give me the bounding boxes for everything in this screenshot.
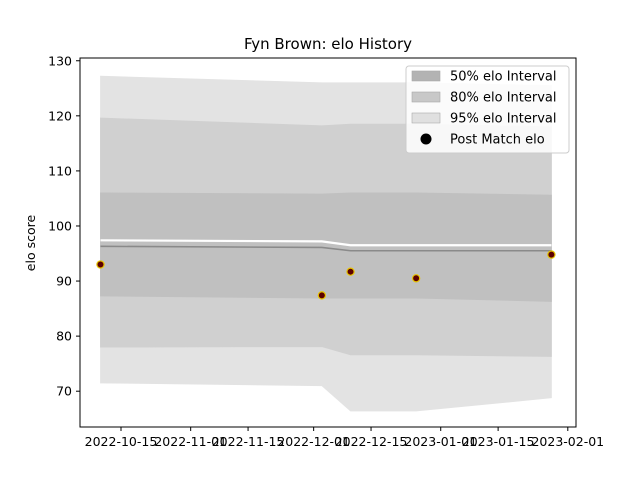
chart-title: Fyn Brown: elo History bbox=[244, 35, 412, 53]
x-tick-label: 2022-11-15 bbox=[212, 434, 285, 449]
mean-line bbox=[100, 245, 552, 252]
mean-lines bbox=[100, 239, 552, 252]
x-tick-label: 2022-11-01 bbox=[154, 434, 227, 449]
y-tick-label: 90 bbox=[56, 274, 72, 289]
post-match-points bbox=[96, 250, 556, 300]
data-point bbox=[547, 250, 556, 259]
x-tick-label: 2023-02-01 bbox=[531, 434, 604, 449]
y-tick-label: 80 bbox=[56, 329, 72, 344]
legend-label: Post Match elo bbox=[450, 133, 545, 148]
x-axis: 2022-10-152022-11-012022-11-152022-12-01… bbox=[85, 427, 604, 449]
data-point bbox=[96, 260, 105, 269]
legend: 50% elo Interval 80% elo Interval 95% elo … bbox=[405, 65, 570, 154]
y-tick-label: 120 bbox=[48, 108, 72, 123]
x-tick-label: 2023-01-01 bbox=[404, 434, 477, 449]
legend-box bbox=[405, 65, 570, 154]
data-point bbox=[411, 274, 421, 283]
x-tick-label: 2022-12-15 bbox=[335, 434, 408, 449]
data-point bbox=[346, 267, 355, 276]
x-tick-label: 2022-10-15 bbox=[85, 434, 158, 449]
legend-swatch bbox=[411, 70, 441, 82]
y-tick-label: 70 bbox=[56, 384, 72, 399]
data-point bbox=[317, 291, 327, 300]
y-axis-label: elo score bbox=[23, 215, 38, 272]
y-tick-label: 110 bbox=[48, 163, 72, 178]
axes-frame bbox=[79, 57, 577, 428]
legend-swatch bbox=[411, 112, 441, 124]
y-axis: 70 80 90 100 110 120 130 bbox=[48, 53, 80, 399]
legend-swatch bbox=[411, 91, 441, 103]
y-tick-label: 130 bbox=[48, 53, 72, 68]
y-tick-label: 100 bbox=[48, 218, 72, 233]
mean-upper-line bbox=[100, 239, 552, 247]
legend-marker bbox=[420, 133, 432, 145]
legend-label: 50% elo Interval bbox=[450, 70, 557, 85]
legend-label: 95% elo Interval bbox=[450, 112, 557, 127]
x-tick-label: 2022-12-01 bbox=[277, 434, 350, 449]
legend-label: 80% elo Interval bbox=[450, 91, 557, 106]
x-tick-label: 2023-01-15 bbox=[462, 434, 535, 449]
